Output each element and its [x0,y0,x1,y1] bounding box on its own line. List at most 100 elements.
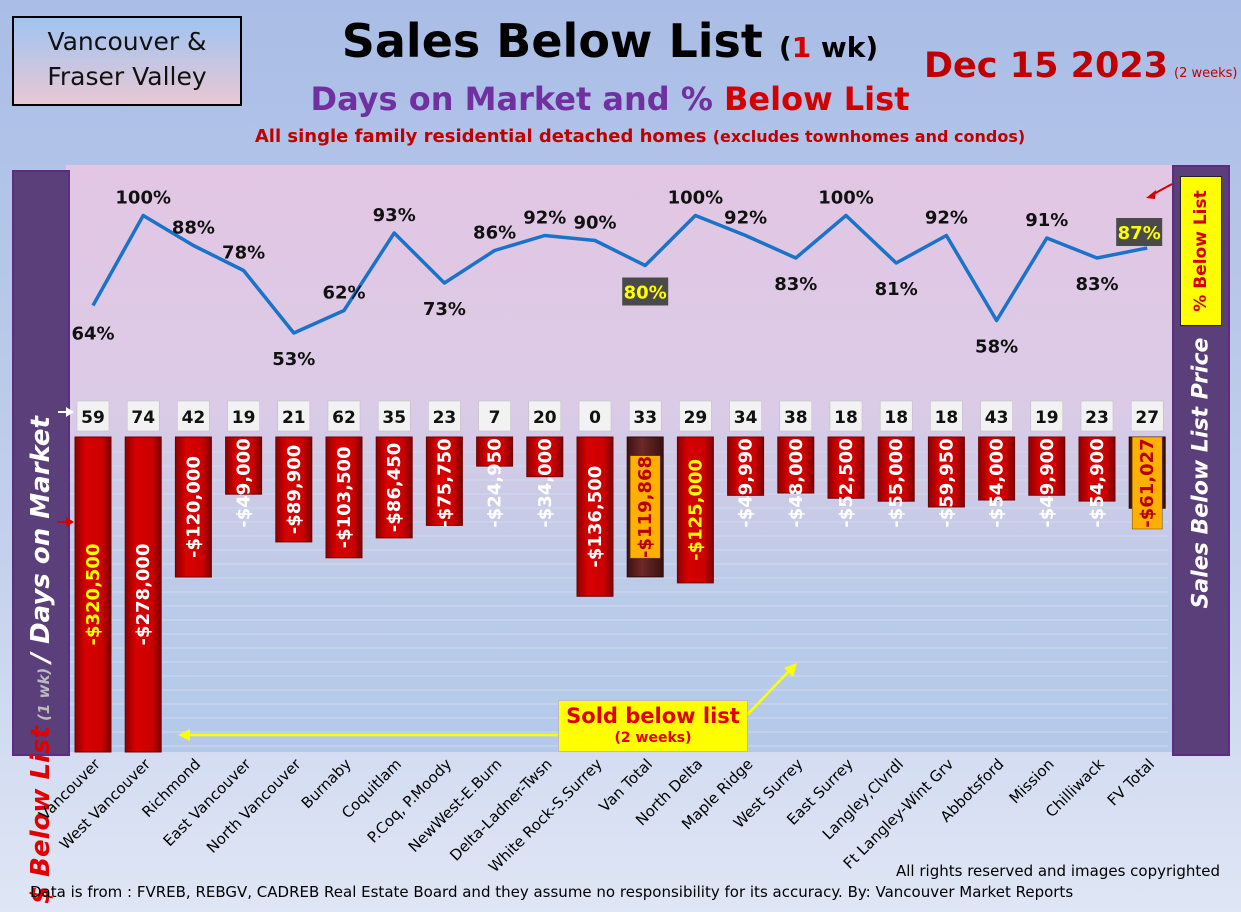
description-main: All single family residential detached h… [254,126,713,147]
days-box [478,400,511,432]
bar [174,436,212,578]
below-list-price-label: -$54,900 [1087,438,1108,527]
price-pointer-arrowhead [66,517,74,527]
days-on-market-label: 38 [784,408,808,428]
title-one: 1 [791,31,812,64]
pct-label: 93% [373,205,416,226]
bar [777,436,815,494]
pct-label: 87% [1118,223,1161,244]
days-box [679,400,712,432]
total-price-box [629,455,661,559]
description-sub: (excludes townhomes and condos) [712,127,1026,146]
days-on-market-label: 29 [684,408,708,428]
pct-label: 83% [1075,274,1118,295]
bar [727,436,765,496]
callout-line-2: (2 weeks) [614,730,692,746]
bar [1078,436,1116,502]
days-on-market-label: 0 [589,408,601,428]
days-on-market-label: 42 [182,408,206,428]
days-box [628,400,662,432]
below-list-price-label: -$24,950 [485,438,506,527]
below-list-price-label: -$75,750 [434,438,455,527]
below-list-price-label: -$278,000 [133,544,154,646]
chart-description: All single family residential detached h… [200,126,1080,147]
days-on-market-label: 21 [282,408,306,428]
days-box [277,400,311,432]
region-line-2: Fraser Valley [47,62,207,91]
callout-arrow-right [745,667,793,717]
category-label: FV Total [1104,755,1158,809]
bar [375,436,413,539]
copyright-note: All rights reserved and images copyright… [896,862,1220,880]
bar [927,436,965,508]
pct-label: 100% [668,188,724,209]
below-list-price-label: -$120,000 [183,456,204,558]
callout-arrowhead-right [784,663,797,677]
bar [325,436,363,559]
pct-label: 78% [222,243,265,264]
category-label: West Vancouver [56,755,155,854]
pct-below-list-line [91,213,1148,335]
days-on-market-label: 74 [131,408,155,428]
region-line-1: Vancouver & [47,27,207,56]
category-label: North Vancouver [203,755,305,857]
pct-label: 80% [624,283,667,304]
callout-line-1: Sold below list [566,704,740,728]
days-on-market-label: 20 [533,408,557,428]
days-box [1030,400,1064,432]
below-list-price-label: -$89,900 [284,445,305,534]
total-price-box [1131,436,1163,530]
days-on-market-label: 33 [633,408,657,428]
pct-label: 86% [473,223,516,244]
bar [526,436,564,478]
pct-label: 91% [1025,210,1068,231]
pct-label: 92% [925,208,968,229]
callout-arrowhead-left [178,729,190,741]
pct-label: 100% [818,188,874,209]
days-on-market-label: 18 [884,408,908,428]
days-on-market-label: 27 [1135,408,1159,428]
days-box [327,400,361,432]
bar [275,436,313,543]
days-box [1130,400,1164,432]
bar [676,436,714,584]
bar [74,436,112,753]
total-pct-box [622,277,669,306]
bar [476,436,514,467]
pct-label: 83% [774,274,817,295]
pct-label: 62% [322,283,365,304]
below-list-price-label: -$59,950 [936,438,957,527]
subtitle-part1: Days on Market and % [310,80,725,118]
days-on-market-label: 19 [1035,408,1059,428]
below-list-price-label: -$34,000 [535,438,556,527]
below-list-price-label: -$52,500 [836,438,857,527]
days-box [76,400,110,432]
days-box [879,400,913,432]
bar [124,436,162,753]
below-list-price-label: -$55,000 [886,438,907,527]
days-on-market-label: 7 [489,408,501,428]
days-box [126,400,160,432]
sold-below-list-callout: Sold below list (2 weeks) [558,700,748,752]
days-on-market-label: 59 [81,408,105,428]
below-list-price-label: -$320,500 [83,544,104,646]
days-box [779,400,813,432]
pct-label: 73% [423,299,466,320]
pct-pointer-arrowhead [1146,190,1156,199]
bar [225,436,263,495]
days-box [377,400,411,432]
bar [1028,436,1066,496]
days-box [528,400,562,432]
bar [877,436,915,502]
date-note: (2 weeks) [1174,66,1238,81]
days-on-market-label: 18 [935,408,959,428]
region-label: Vancouver & Fraser Valley [12,16,242,106]
below-list-price-label: -$136,500 [585,466,606,568]
data-source-note: Data is from : FVREB, REBGV, CADREB Real… [30,883,1074,901]
days-box [1080,400,1114,432]
subtitle-part2: Below List [724,80,910,118]
days-on-market-label: 23 [1085,408,1109,428]
pct-label: 58% [975,337,1018,358]
title-paren: ( [778,31,792,64]
